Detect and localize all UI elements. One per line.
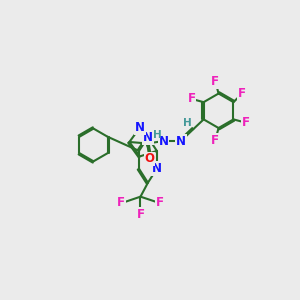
Text: N: N [135,121,145,134]
Text: F: F [211,134,219,147]
Text: H: H [153,130,161,140]
Text: F: F [156,196,164,208]
Text: F: F [117,196,125,208]
Text: O: O [145,152,154,165]
Text: F: F [242,116,250,129]
Text: F: F [188,92,196,105]
Text: N: N [152,162,162,175]
Text: H: H [183,118,192,128]
Text: F: F [238,87,246,100]
Text: N: N [159,135,169,148]
Text: N: N [143,131,153,144]
Text: F: F [136,208,145,221]
Text: N: N [176,135,186,148]
Text: F: F [211,75,219,88]
